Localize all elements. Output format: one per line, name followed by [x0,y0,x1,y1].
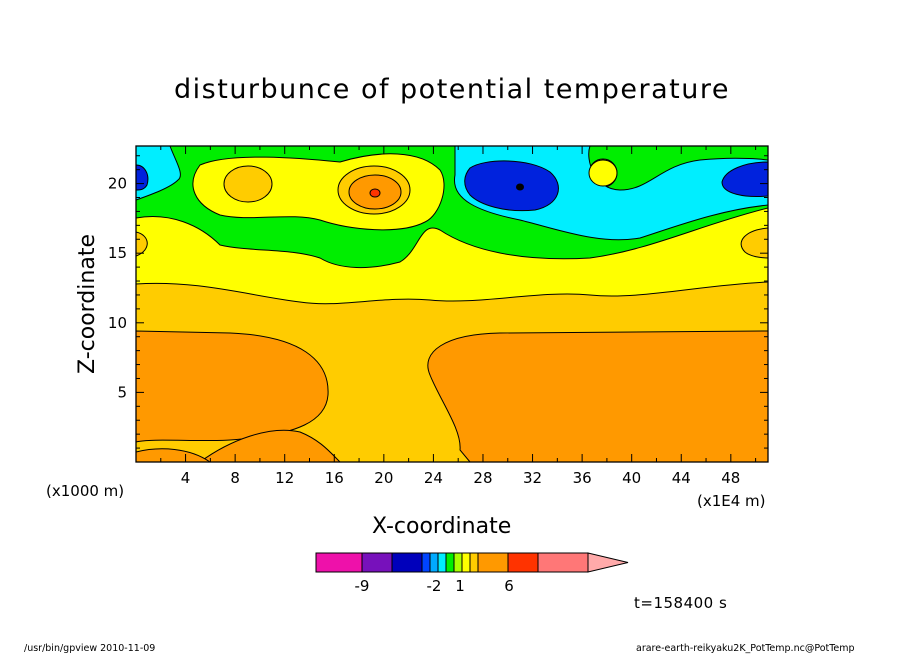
x-tick-label: 16 [325,469,344,487]
y-axis-title: Z-coordinate [75,234,100,374]
colorbar-label: 6 [504,577,514,595]
x-tick-label: 40 [622,469,641,487]
colorbar-swatch [437,552,447,573]
x-tick-label: 24 [424,469,443,487]
field-orange-bottom-2 [136,448,211,462]
y-tick-label: 15 [108,244,127,262]
plot-frame [135,145,769,463]
field-lo-edge-right [740,227,768,259]
colorbar-labels: -9 -2 1 6 [355,577,514,595]
x-tick-label: 32 [523,469,542,487]
colorbar-swatch [507,552,539,573]
x-unit-left: (x1000 m) [46,482,125,500]
footer-left: /usr/bin/gpview 2010-11-09 [24,643,156,654]
axis-ticks [136,146,768,462]
x-tick-label: 20 [374,469,393,487]
colorbar-swatch [361,552,393,573]
field-blue-right [721,161,768,197]
field-red-dot [369,188,381,198]
colorbar [315,552,629,573]
colorbar-swatch [477,552,509,573]
field-orange-right [427,330,768,462]
colorbar-label: -2 [427,577,442,595]
colorbar-swatch [469,552,479,573]
colorbar-swatch [315,552,363,573]
x-tick-label: 4 [181,469,191,487]
x-tick-label: 44 [672,469,691,487]
x-tick-label: 8 [230,469,240,487]
field-yellow-small-2 [588,159,618,187]
y-tick-label: 5 [117,383,127,401]
colorbar-extend-arrow [587,552,629,573]
chart-title: disturbunce of potential temperature [174,74,730,105]
field-lo-left-blob [223,165,273,203]
field-blue-mid [464,160,559,212]
x-unit-right: (x1E4 m) [697,492,766,510]
field-orange-left [136,330,329,443]
colorbar-label: -9 [355,577,370,595]
y-tick-label: 10 [108,314,127,332]
colorbar-swatch [461,552,471,573]
colorbar-swatch [421,552,431,573]
time-label: t=158400 s [634,594,728,612]
colorbar-swatch [445,552,455,573]
heatmap-field [136,146,768,462]
colorbar-swatch [429,552,439,573]
y-tick-label: 20 [108,175,127,193]
colorbar-label: 1 [455,577,465,595]
footer-right: arare-earth-reikyaku2K_PotTemp.nc@PotTem… [636,643,855,654]
colorbar-swatch [391,552,423,573]
x-tick-label: 48 [721,469,740,487]
colorbar-swatch [537,552,589,573]
x-axis-title: X-coordinate [372,514,512,539]
x-tick-label: 36 [573,469,592,487]
field-cyan-left [136,146,181,201]
colorbar-swatch [453,552,463,573]
x-tick-label: 12 [275,469,294,487]
field-blue-core [516,183,524,191]
x-tick-label: 28 [473,469,492,487]
